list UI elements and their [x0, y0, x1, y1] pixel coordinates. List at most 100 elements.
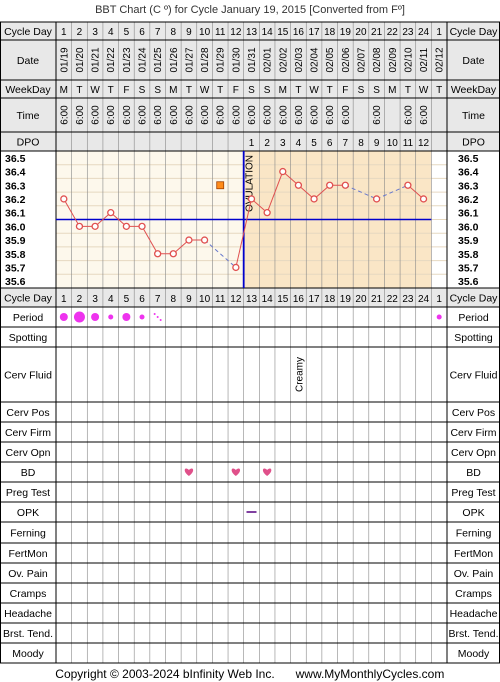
row-label-right: Ferning	[456, 528, 492, 540]
temp-point	[263, 208, 271, 217]
temp-line	[235, 198, 252, 268]
cycle-day-label: 22	[387, 294, 399, 305]
cycle-day-label: 17	[308, 294, 320, 305]
temp-point	[279, 167, 287, 176]
footer-site: www.MyMonthlyCycles.com	[295, 667, 445, 681]
weekday-label: F	[342, 85, 348, 96]
spotting-dot	[159, 319, 162, 321]
row-label-right: Time	[462, 110, 485, 122]
y-tick-label-left: 36.4	[5, 167, 26, 179]
cycle-day-label: 13	[246, 294, 258, 305]
cycle-day-label: 10	[199, 294, 211, 305]
weekday-label: T	[76, 85, 82, 96]
temp-point	[419, 195, 428, 203]
dpo-label: 8	[358, 138, 364, 149]
cycle-day-label: 2	[77, 294, 83, 305]
time-label: 6:00	[59, 105, 70, 125]
row-label-right: WeekDay	[451, 84, 497, 96]
date-label: 01/24	[138, 47, 149, 72]
cycle-day-label: 20	[355, 27, 367, 38]
cycle-day-label: 18	[324, 27, 336, 38]
header-row-bg	[0, 98, 500, 132]
dpo-label: 9	[374, 138, 380, 149]
weekday-label: M	[169, 85, 177, 96]
ovulation-label: OVULATION	[245, 155, 256, 212]
weekday-label: M	[60, 85, 68, 96]
y-tick-label-right: 35.8	[458, 249, 479, 261]
weekday-label: W	[200, 85, 210, 96]
date-label: 01/19	[59, 47, 70, 72]
row-label-left: Cerv Fluid	[4, 370, 52, 382]
time-label: 6:00	[200, 105, 211, 125]
cycle-day-label: 1	[436, 27, 442, 38]
date-label: 02/12	[435, 47, 446, 72]
temp-point	[404, 181, 412, 189]
date-label: 02/07	[356, 47, 367, 72]
cycle-day-label: 12	[230, 294, 242, 305]
weekday-label: T	[436, 85, 442, 96]
dpo-label: 1	[249, 138, 255, 149]
row-label-left: BD	[21, 467, 36, 479]
cycle-day-label: 7	[155, 294, 161, 305]
date-label: 02/04	[310, 47, 321, 72]
cycle-day-label: 23	[402, 294, 414, 305]
y-tick-label-left: 36.3	[5, 180, 26, 192]
time-label: 6:00	[403, 105, 414, 125]
temp-gap-line	[345, 184, 377, 200]
temp-point	[341, 181, 349, 189]
cycle-day-label: 21	[371, 294, 383, 305]
row-label-right: Cerv Pos	[452, 407, 495, 419]
spotting-dot	[156, 316, 159, 318]
header-row-bg	[0, 288, 500, 307]
row-label-right: Period	[458, 312, 489, 324]
cycle-day-label: 1	[436, 294, 442, 305]
time-label: 6:00	[169, 105, 180, 125]
y-tick-label-right: 36.3	[458, 180, 479, 192]
y-tick-label-right: 36.1	[458, 208, 479, 220]
header-row-bg	[0, 40, 500, 80]
cycle-day-label: 15	[277, 27, 289, 38]
time-label: 6:00	[294, 105, 305, 125]
row-label-left: Cycle Day	[4, 26, 53, 38]
temp-point	[122, 222, 131, 231]
date-label: 01/25	[153, 47, 164, 72]
period-dot	[122, 313, 131, 321]
temp-point	[200, 236, 209, 244]
date-label: 01/30	[231, 47, 242, 72]
y-tick-label-right: 35.9	[458, 235, 479, 247]
row-label-left: WeekDay	[5, 84, 51, 96]
row-label-left: Headache	[4, 608, 52, 620]
date-label: 02/06	[341, 47, 352, 72]
dpo-label: 10	[387, 138, 399, 149]
cycle-day-label: 3	[92, 294, 98, 305]
cycle-day-label: 14	[262, 294, 274, 305]
time-label: 6:00	[263, 105, 274, 125]
cycle-day-label: 4	[108, 294, 114, 305]
footer-copyright: Copyright © 2003-2024 bInfinity Web Inc.	[55, 667, 274, 681]
weekday-label: T	[405, 85, 411, 96]
row-label-left: FertMon	[8, 548, 47, 560]
row-label-left: OPK	[17, 507, 39, 519]
chart-title: BBT Chart (C º) for Cycle January 19, 20…	[95, 4, 405, 16]
y-tick-label-left: 35.8	[5, 249, 26, 261]
temp-gap-line	[376, 184, 409, 200]
cycle-day-label: 9	[186, 294, 192, 305]
cerv-fluid-entry: Creamy	[294, 357, 305, 392]
dpo-label: 12	[418, 138, 430, 149]
time-label: 6:00	[153, 105, 164, 125]
bd-heart-icon	[184, 468, 194, 476]
cycle-day-label: 24	[418, 27, 430, 38]
time-label: 6:00	[372, 105, 383, 125]
cycle-day-label: 4	[108, 27, 114, 38]
weekday-label: M	[388, 85, 396, 96]
weekday-label: T	[327, 85, 333, 96]
temp-line	[141, 226, 159, 254]
cycle-day-label: 20	[355, 294, 367, 305]
cycle-day-label: 3	[92, 27, 98, 38]
cycle-day-label: 24	[418, 294, 430, 305]
time-label: 6:00	[341, 105, 352, 125]
y-tick-label-left: 35.6	[5, 276, 26, 288]
weekday-label: S	[139, 85, 146, 96]
cycle-day-label: 16	[293, 294, 305, 305]
